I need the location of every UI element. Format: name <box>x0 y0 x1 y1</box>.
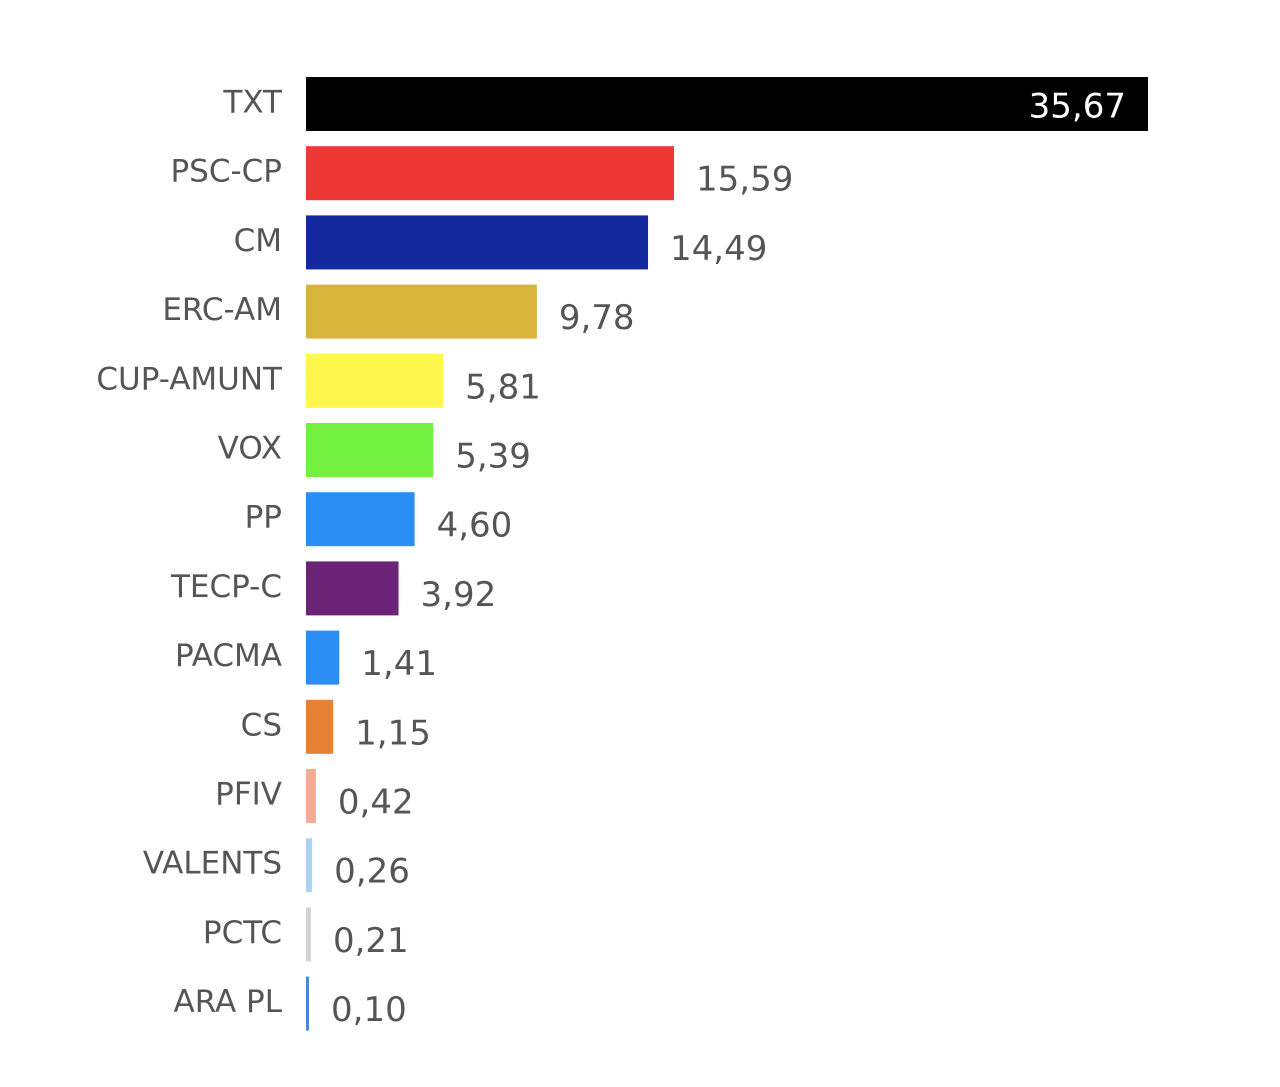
category-label: TECP-C <box>170 569 282 605</box>
category-label: CUP-AMUNT <box>96 361 283 397</box>
bar <box>306 769 316 823</box>
category-label: VALENTS <box>143 846 282 882</box>
value-label: 5,39 <box>455 437 531 477</box>
value-label: 1,15 <box>355 713 431 753</box>
bar <box>306 630 340 685</box>
category-label: PFIV <box>215 777 282 813</box>
value-label: 0,10 <box>331 990 407 1030</box>
bar <box>306 838 313 893</box>
value-label: 35,67 <box>1029 87 1126 127</box>
value-label: 0,21 <box>333 921 409 961</box>
category-label: PP <box>245 500 282 536</box>
bar <box>306 146 675 201</box>
bar <box>306 561 399 616</box>
category-label: VOX <box>218 431 282 467</box>
bar <box>306 284 537 339</box>
bar <box>306 215 649 270</box>
category-label: PSC-CP <box>170 154 282 190</box>
value-label: 0,26 <box>334 852 410 892</box>
value-label: 15,59 <box>696 160 793 200</box>
bar <box>306 77 1148 131</box>
category-label: PACMA <box>175 638 282 674</box>
value-label: 14,49 <box>670 229 767 269</box>
category-label: CM <box>234 223 282 259</box>
bar <box>306 907 311 962</box>
bar <box>306 492 415 547</box>
bar <box>306 423 434 477</box>
bar <box>306 976 309 1031</box>
value-label: 4,60 <box>437 506 513 546</box>
value-label: 1,41 <box>361 644 437 684</box>
category-label: PCTC <box>203 915 282 951</box>
bar <box>306 353 444 408</box>
value-label: 9,78 <box>559 298 635 338</box>
category-label: TXT <box>222 85 283 121</box>
category-label: ARA PL <box>173 984 282 1020</box>
value-label: 0,42 <box>338 783 414 823</box>
category-label: ERC-AM <box>162 292 282 328</box>
value-label: 5,81 <box>465 367 541 407</box>
bar <box>306 699 334 754</box>
category-label: CS <box>241 707 282 743</box>
value-label: 3,92 <box>421 575 497 615</box>
